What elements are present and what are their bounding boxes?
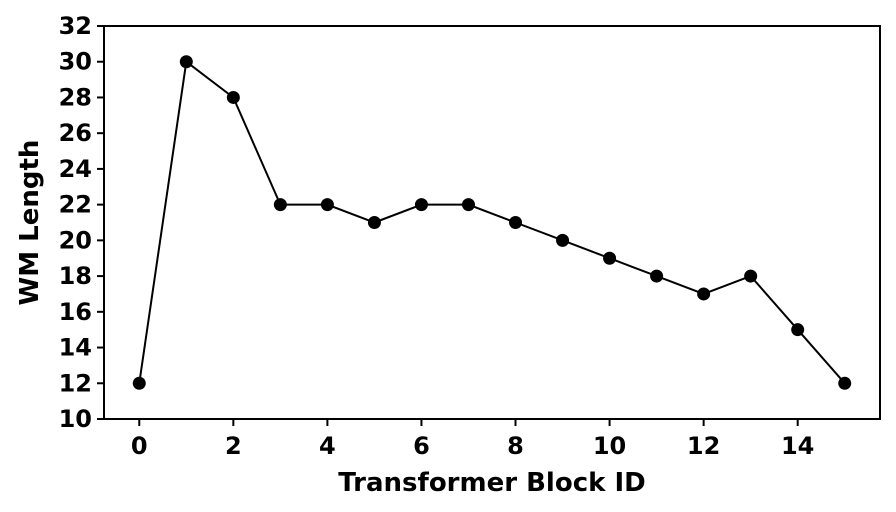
data-point — [273, 198, 287, 212]
y-tick-label: 26 — [59, 119, 92, 147]
data-point — [226, 90, 240, 104]
data-point — [791, 323, 805, 337]
x-tick-label: 12 — [687, 432, 720, 460]
data-point — [367, 216, 381, 229]
data-point — [650, 269, 664, 283]
data-point — [320, 198, 334, 212]
y-tick-label: 18 — [59, 262, 92, 290]
y-tick-label: 30 — [59, 48, 92, 76]
y-tick-label: 28 — [59, 83, 92, 111]
data-point — [414, 198, 428, 212]
x-axis-title: Transformer Block ID — [338, 468, 645, 498]
data-point — [179, 55, 193, 69]
x-tick-label: 4 — [319, 432, 336, 460]
x-tick-label: 8 — [507, 432, 524, 460]
data-point — [509, 216, 523, 229]
x-tick-label: 0 — [131, 432, 148, 460]
y-tick-label: 16 — [59, 298, 92, 326]
y-tick-label: 10 — [59, 405, 92, 433]
y-axis-title: WM Length — [15, 140, 45, 306]
data-point — [461, 198, 475, 212]
data-point — [603, 251, 617, 265]
y-tick-label: 24 — [59, 155, 92, 183]
data-point — [556, 233, 570, 247]
x-tick-label: 10 — [593, 432, 626, 460]
data-point — [744, 269, 758, 283]
data-point — [132, 376, 146, 390]
data-point — [838, 376, 852, 390]
x-tick-label: 2 — [225, 432, 242, 460]
y-tick-label: 32 — [59, 12, 92, 40]
y-tick-label: 14 — [59, 334, 92, 362]
series-line — [138, 59, 846, 384]
data-point — [697, 287, 711, 301]
y-tick-label: 12 — [59, 369, 92, 397]
series-layer — [132, 55, 852, 390]
y-tick-label: 22 — [59, 191, 92, 219]
plot-frame — [103, 25, 881, 420]
x-tick-label: 6 — [413, 432, 430, 460]
y-tick-label: 20 — [59, 226, 92, 254]
x-tick-label: 14 — [781, 432, 814, 460]
